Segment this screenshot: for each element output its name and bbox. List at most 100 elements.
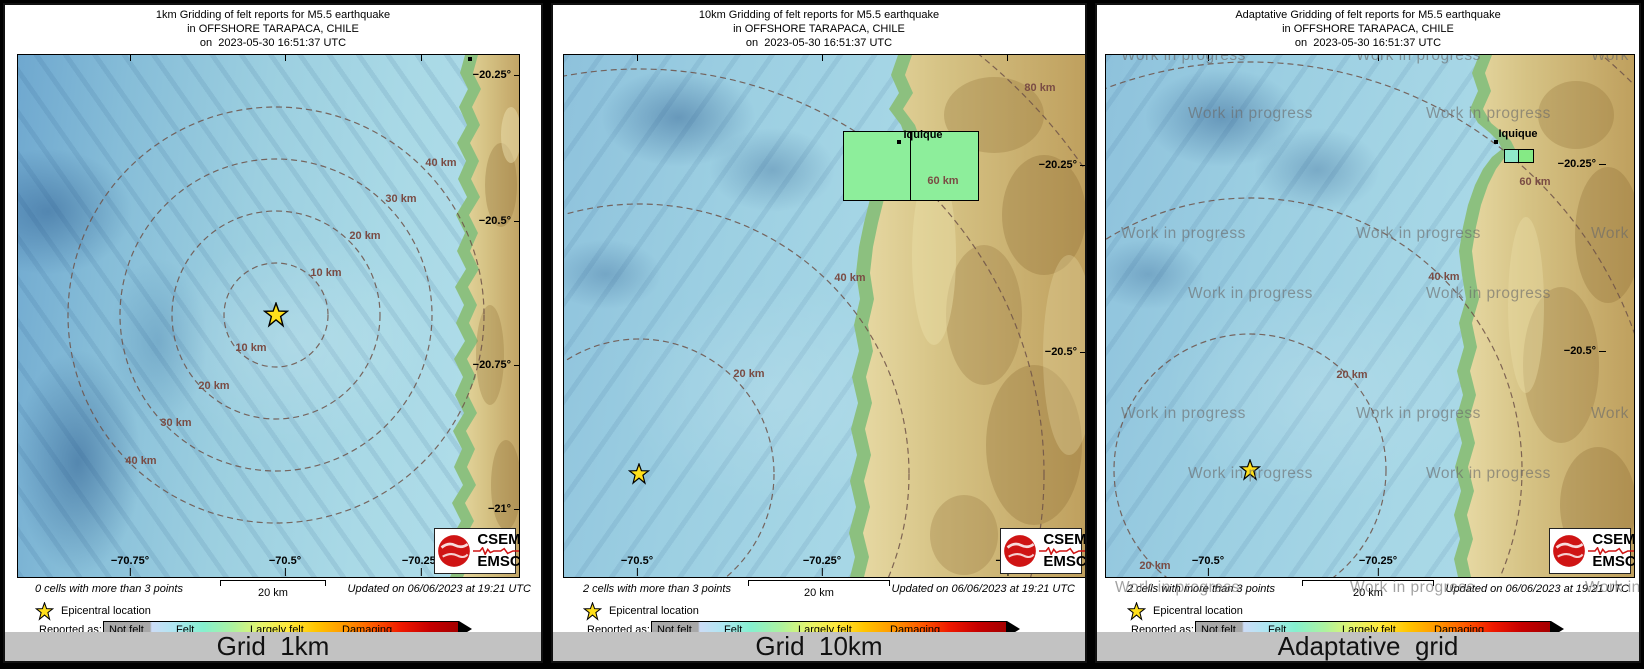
felt-report-cell: [910, 131, 979, 201]
watermark: Work in progress: [1356, 405, 1481, 422]
distance-rings: [67, 106, 485, 524]
title-line-1: 1km Gridding of felt reports for M5.5 ea…: [155, 9, 391, 21]
epicenter-star: [628, 463, 650, 485]
lon-label: −70.25°: [401, 555, 441, 576]
city-label-iquique: Iquique: [903, 129, 943, 141]
epicenter-star: [1239, 459, 1261, 481]
watermark: Work in progress: [1356, 54, 1481, 64]
logo-emsc: EMSC: [1592, 553, 1635, 570]
city-dot-iquique: [897, 140, 901, 144]
ring-label-20km: 20 km: [349, 230, 381, 242]
lon-label: −70.75°: [110, 555, 150, 576]
logo-csem: CSEM: [1592, 531, 1635, 548]
updated-note: Updated on 06/06/2023 at 19:21 UTC: [347, 583, 531, 595]
title-line-3: on 2023-05-30 16:51:37 UTC: [1294, 37, 1442, 49]
tick: [822, 55, 823, 61]
terrain-land: [1454, 55, 1634, 577]
watermark: Work in progress: [1356, 225, 1481, 242]
title-line-2: in OFFSHORE TARAPACA, CHILE: [733, 23, 905, 35]
ring-label-60km: 60 km: [1519, 176, 1551, 188]
epicenter-legend-label: Epicentral location: [1153, 605, 1243, 617]
csem-emsc-logo: CSEM EMSC: [1549, 528, 1634, 574]
scale-bar-bracket: [748, 580, 890, 586]
lat-label: −20.5°: [1044, 346, 1085, 358]
ocean-bathymetry: [18, 55, 519, 577]
tick: [421, 55, 422, 61]
tick: [637, 55, 638, 61]
ring-label-20km: 20 km: [1336, 369, 1368, 381]
logo-emsc: EMSC: [477, 553, 520, 570]
scale-bar-label: 20 km: [804, 587, 834, 599]
ring-label-40km: 40 km: [834, 272, 866, 284]
felt-report-cell: [1518, 149, 1534, 163]
cells-note: 2 cells with more than 3 points: [583, 583, 731, 595]
tick: [1208, 55, 1209, 61]
title-line-1: Adaptative Gridding of felt reports for …: [1235, 9, 1501, 21]
watermark: Work in progress: [1115, 579, 1240, 596]
scale-bar: 20 km: [748, 580, 890, 599]
lon-label: −70.25°: [802, 555, 842, 576]
watermark: Work in progress: [1121, 54, 1246, 64]
epicenter-star: [263, 302, 289, 328]
caption-band: Adaptative grid: [1097, 632, 1639, 661]
ring-label-20km-sw: 20 km: [198, 380, 230, 392]
epicenter-legend: Epicentral location: [1127, 601, 1243, 621]
lat-label: −20.5°: [1563, 345, 1607, 357]
epicenter-star-icon: [1127, 601, 1146, 621]
watermark: Work in progress: [1591, 405, 1634, 422]
title-line-3: on 2023-05-30 16:51:37 UTC: [745, 37, 893, 49]
scale-bar: 20 km: [220, 580, 326, 599]
seismogram-icon: [1039, 547, 1085, 555]
caption-band: Grid 10km: [553, 632, 1085, 661]
tick: [1007, 55, 1008, 61]
watermark: Work in progress: [1585, 579, 1641, 596]
watermark: Work in progress: [1426, 465, 1551, 482]
lon-label: −70.5°: [1191, 555, 1225, 576]
scale-bar-bracket: [220, 580, 326, 586]
lat-label: −20.5°: [478, 215, 519, 227]
epicenter-star-icon: [35, 601, 54, 621]
seismogram-icon: [473, 547, 519, 555]
csem-emsc-logo: CSEM EMSC: [434, 528, 519, 574]
ring-label-30km-sw: 30 km: [160, 417, 192, 429]
epicenter-legend-label: Epicentral location: [61, 605, 151, 617]
city-dot: [468, 57, 472, 61]
title-line-2: in OFFSHORE TARAPACA, CHILE: [187, 23, 359, 35]
globe-icon: [438, 535, 470, 567]
ring-label-40km: 40 km: [1428, 271, 1460, 283]
watermark: Work in progress: [1188, 465, 1313, 482]
cells-note: 0 cells with more than 3 points: [35, 583, 183, 595]
watermark: Work in progress: [1188, 105, 1313, 122]
globe-icon: [1553, 535, 1585, 567]
watermark: Work in progress: [1591, 225, 1634, 242]
panel-caption: Grid 10km: [755, 631, 883, 661]
epicenter-legend: Epicentral location: [35, 601, 151, 621]
ring-label-20km: 20 km: [733, 368, 765, 380]
lat-label: −21°: [487, 503, 519, 515]
epicenter-star-icon: [583, 601, 602, 621]
panel-grid-1km: 1km Gridding of felt reports for M5.5 ea…: [3, 3, 543, 663]
lat-label: −20.75°: [472, 359, 519, 371]
felt-report-cell: [1504, 149, 1519, 163]
scale-bar-label: 20 km: [1353, 587, 1383, 599]
map-adaptative-grid: 20 km 40 km 60 km 20 km Iquique −20.25° …: [1105, 54, 1635, 578]
csem-emsc-logo: CSEM EMSC: [1000, 528, 1085, 574]
panel-grid-10km: 10km Gridding of felt reports for M5.5 e…: [551, 3, 1087, 663]
ring-label-10km-sw: 10 km: [235, 342, 267, 354]
seismogram-icon: [1588, 547, 1634, 555]
map-grid-10km: 20 km 40 km 60 km 80 km Iquique −20.25° …: [563, 54, 1085, 578]
lon-label: −70.5°: [268, 555, 302, 576]
watermark: Work in progress: [1426, 285, 1551, 302]
lon-label: −70.5°: [620, 555, 654, 576]
ring-label-80km: 80 km: [1024, 82, 1056, 94]
watermark: Work in progress: [1121, 405, 1246, 422]
epicenter-legend: Epicentral location: [583, 601, 699, 621]
city-label-iquique: Iquique: [1498, 128, 1538, 140]
ring-label-40km: 40 km: [425, 157, 457, 169]
lat-label: −20.25°: [1557, 158, 1607, 170]
globe-icon: [1004, 535, 1036, 567]
lon-label: −70.25°: [1358, 555, 1398, 576]
ring-label-20km-sw: 20 km: [1139, 560, 1171, 572]
city-dot-iquique: [1494, 140, 1498, 144]
panel-adaptative-grid: Adaptative Gridding of felt reports for …: [1095, 3, 1641, 663]
